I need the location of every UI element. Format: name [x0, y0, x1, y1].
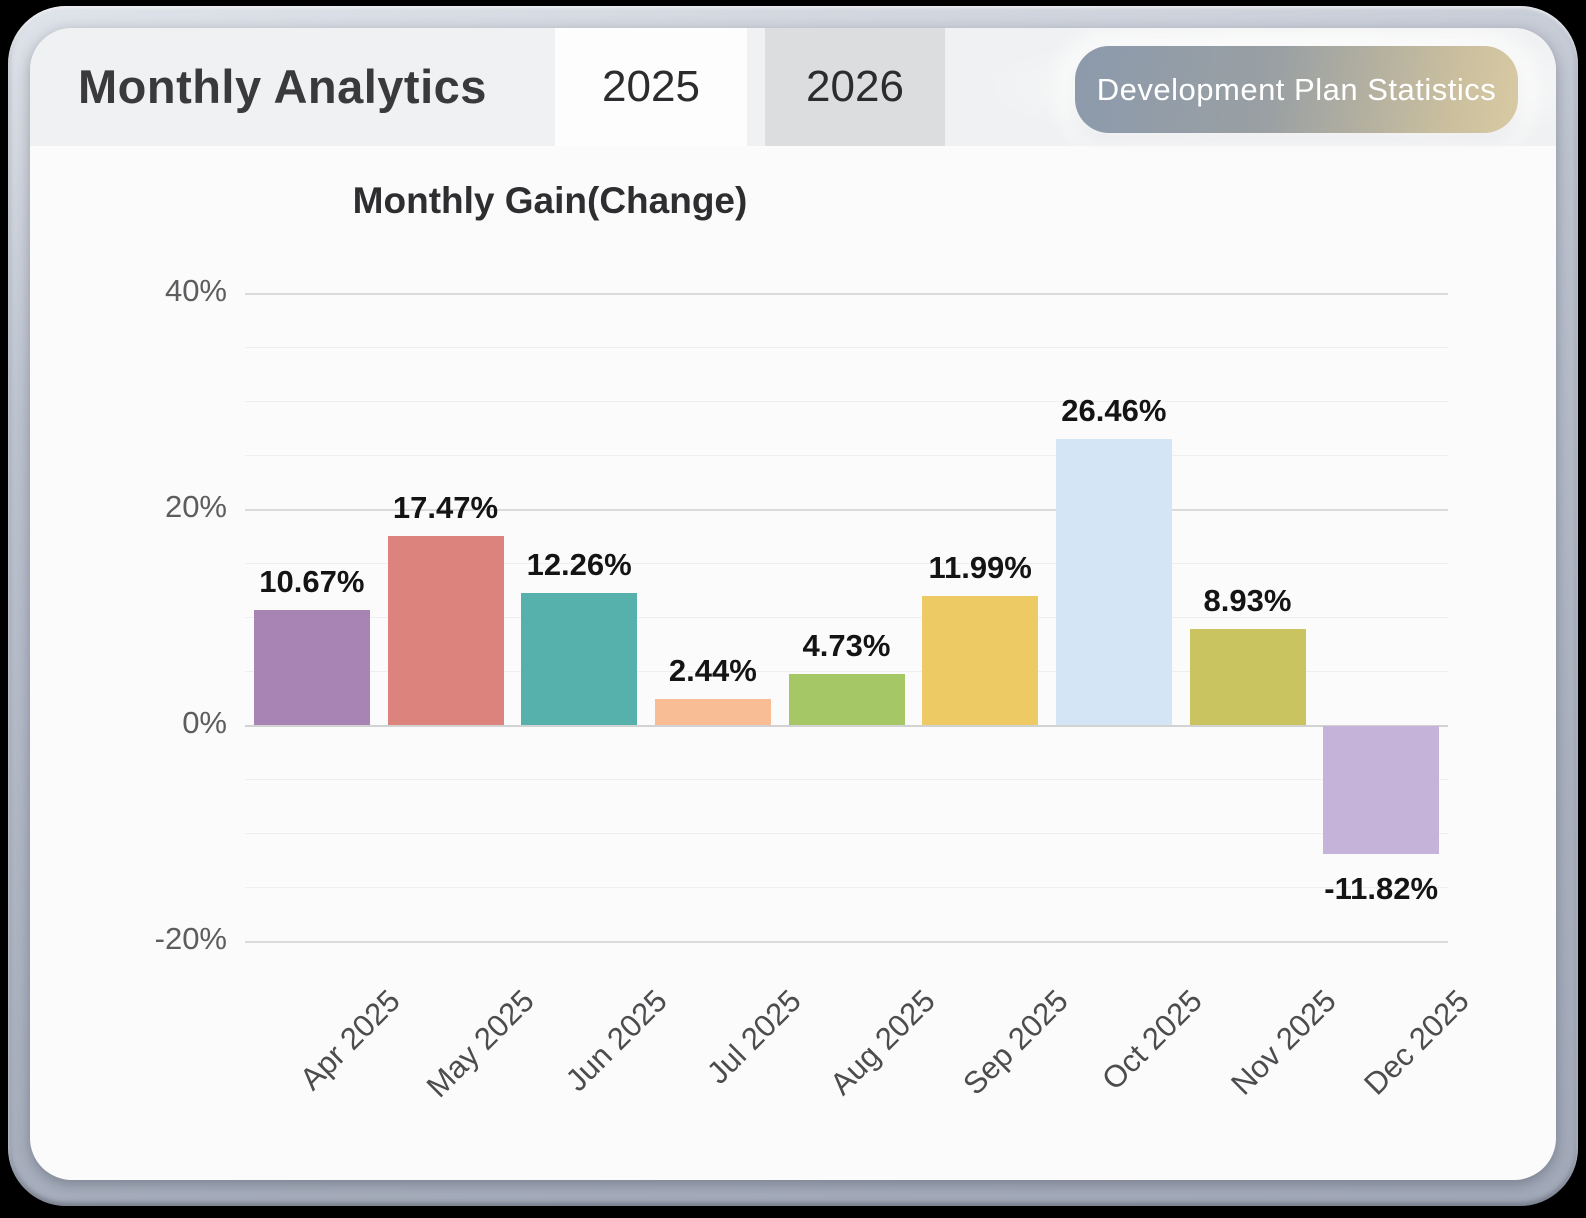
x-axis-tick-label: Dec 2025: [1357, 983, 1476, 1102]
gridline-major: [245, 509, 1448, 511]
development-plan-statistics-button[interactable]: Development Plan Statistics: [1075, 46, 1518, 133]
bar-value-label: 17.47%: [392, 490, 499, 526]
y-axis-tick-label: 0%: [182, 705, 227, 740]
gridline-major: [245, 293, 1448, 295]
chart-title: Monthly Gain(Change): [352, 180, 748, 221]
gridline-minor: [245, 833, 1448, 834]
bar-value-label: 26.46%: [1061, 393, 1167, 429]
bar-dec-2025[interactable]: [1323, 726, 1440, 854]
gridline-minor: [245, 347, 1448, 348]
tab-2026[interactable]: 2026: [765, 28, 945, 146]
bar-chart: 40% 20% 0% -20% 10.67% Apr 2025 17.47% May 2025…: [30, 28, 1556, 1180]
gridline-major: [245, 725, 1448, 727]
bar-jul-2025[interactable]: [654, 698, 771, 725]
tab-2025[interactable]: 2025: [555, 28, 747, 146]
bar-value-label: -11.82%: [1324, 870, 1439, 906]
bar-value-label: 11.99%: [928, 549, 1032, 585]
gridline-minor: [245, 671, 1448, 672]
bar-nov-2025[interactable]: [1189, 628, 1306, 725]
gridline-minor: [245, 563, 1448, 564]
analytics-card: Monthly Analytics 2025 2026 Development …: [30, 28, 1556, 1180]
bar-value-label: 4.73%: [802, 627, 891, 663]
bar-jun-2025[interactable]: [521, 592, 638, 725]
bar-aug-2025[interactable]: [788, 673, 905, 725]
bar-value-label: 10.67%: [259, 563, 365, 599]
gridline-major: [245, 941, 1448, 943]
bar-value-label: 8.93%: [1203, 582, 1292, 618]
gridline-minor: [245, 455, 1448, 456]
bar-apr-2025[interactable]: [253, 609, 370, 725]
bar-oct-2025[interactable]: [1055, 439, 1172, 725]
gridline-minor: [245, 779, 1448, 780]
device-bezel: Monthly Analytics 2025 2026 Development …: [8, 6, 1578, 1206]
y-axis-tick-label: 40%: [164, 273, 227, 308]
page-title: Monthly Analytics: [78, 60, 487, 113]
bar-may-2025[interactable]: [387, 536, 504, 725]
y-axis-tick-label: -20%: [154, 921, 227, 956]
gridline-minor: [245, 887, 1448, 888]
gridline-minor: [245, 617, 1448, 618]
y-axis-tick-label: 20%: [164, 489, 227, 524]
bar-value-label: 2.44%: [668, 652, 757, 688]
bar-sep-2025[interactable]: [922, 595, 1039, 725]
bar-value-label: 12.26%: [526, 546, 632, 582]
gridline-minor: [245, 401, 1448, 402]
header-bar: Monthly Analytics 2025 2026 Development …: [30, 28, 1556, 146]
